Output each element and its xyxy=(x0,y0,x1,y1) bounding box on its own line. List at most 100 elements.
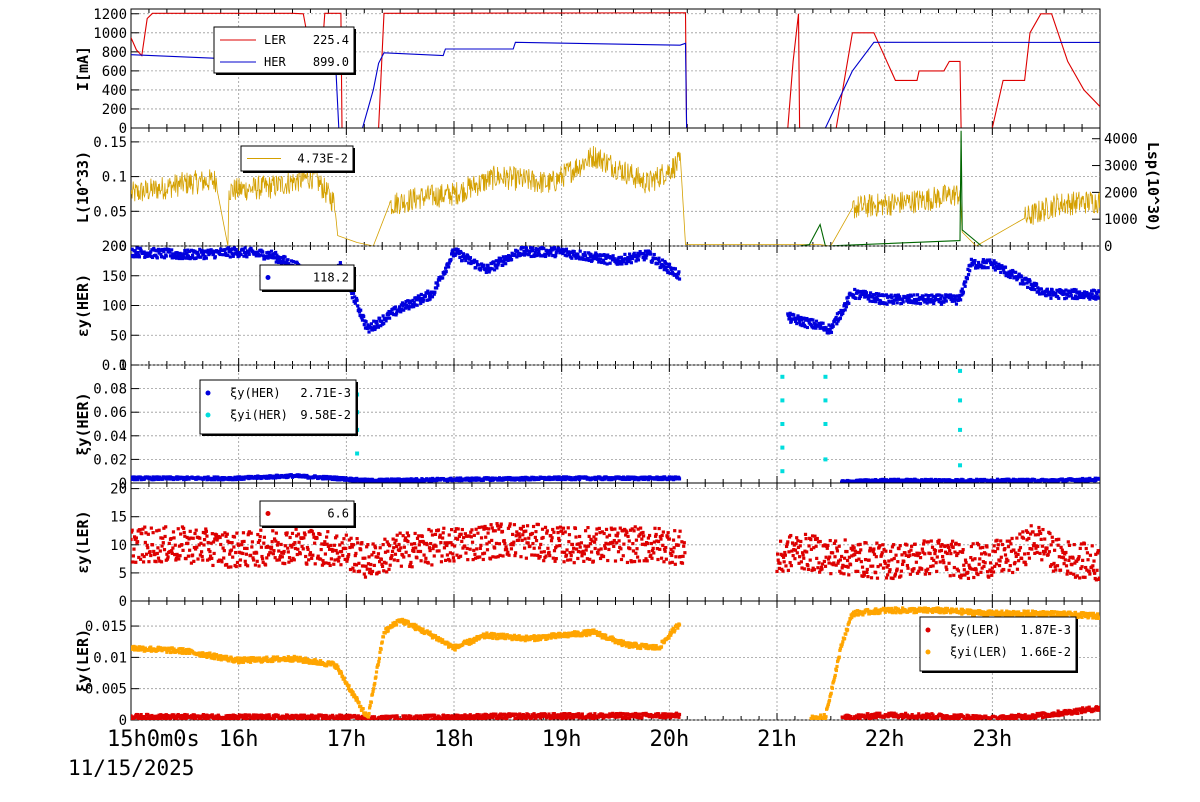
data-point xyxy=(1038,552,1041,555)
data-point xyxy=(382,314,385,317)
data-point xyxy=(598,527,601,530)
data-point xyxy=(531,532,534,535)
data-point xyxy=(989,561,992,564)
data-point xyxy=(493,546,496,549)
data-point xyxy=(236,561,239,564)
data-point xyxy=(524,537,527,540)
data-point xyxy=(437,549,440,552)
data-point xyxy=(1034,533,1037,536)
data-point xyxy=(430,529,433,532)
data-point xyxy=(457,527,460,530)
data-point xyxy=(171,546,174,549)
data-point xyxy=(820,567,823,570)
data-point xyxy=(987,266,990,269)
data-point xyxy=(958,398,962,402)
data-point xyxy=(407,534,410,537)
y-tick-label: 0.1 xyxy=(102,170,127,186)
data-point xyxy=(363,572,366,575)
legend: 4.73E-2 xyxy=(241,146,355,173)
data-point xyxy=(380,558,383,561)
data-point xyxy=(228,553,231,556)
data-point xyxy=(390,554,393,557)
data-point xyxy=(562,527,565,530)
data-point xyxy=(338,556,341,559)
data-point xyxy=(984,266,987,269)
data-point xyxy=(616,534,619,537)
data-point xyxy=(388,544,391,547)
data-point xyxy=(472,549,475,552)
data-point xyxy=(572,547,575,550)
data-point xyxy=(616,532,619,535)
data-point xyxy=(458,256,461,259)
data-point xyxy=(145,553,148,556)
data-point xyxy=(245,553,248,556)
data-point xyxy=(902,300,905,303)
data-point xyxy=(879,563,882,566)
data-point xyxy=(219,253,222,256)
data-point xyxy=(998,564,1001,567)
data-point xyxy=(799,544,802,547)
data-point xyxy=(441,536,444,539)
data-point xyxy=(567,540,570,543)
data-point xyxy=(1003,547,1006,550)
data-point xyxy=(650,557,653,560)
data-point xyxy=(978,557,981,560)
data-point xyxy=(501,264,504,267)
data-point xyxy=(552,531,555,534)
data-point xyxy=(366,543,369,546)
data-point xyxy=(242,540,245,543)
data-point xyxy=(809,558,812,561)
data-point xyxy=(1026,286,1029,289)
data-point xyxy=(376,556,379,559)
data-point xyxy=(407,305,410,308)
data-point xyxy=(250,532,253,535)
data-point xyxy=(511,533,514,536)
data-point xyxy=(270,250,273,253)
data-point xyxy=(257,564,260,567)
data-point xyxy=(1006,559,1009,562)
data-point xyxy=(363,557,366,560)
data-point xyxy=(506,551,509,554)
data-point xyxy=(527,541,530,544)
data-point xyxy=(281,555,284,558)
data-point xyxy=(606,559,609,562)
data-point xyxy=(815,545,818,548)
data-point xyxy=(554,254,557,257)
data-point xyxy=(896,568,899,571)
data-point xyxy=(646,559,649,562)
data-point xyxy=(874,571,877,574)
data-point xyxy=(430,563,433,566)
data-point xyxy=(242,531,245,534)
data-point xyxy=(640,537,643,540)
data-point xyxy=(1097,297,1100,300)
data-point xyxy=(391,550,394,553)
data-point xyxy=(965,561,968,564)
data-point xyxy=(910,545,913,548)
data-point xyxy=(973,259,976,262)
data-point xyxy=(237,544,240,547)
data-point xyxy=(1041,545,1044,548)
data-point xyxy=(533,547,536,550)
data-point xyxy=(603,532,606,535)
legend-label: HER xyxy=(264,55,286,69)
data-point xyxy=(201,555,204,558)
data-point xyxy=(478,526,481,529)
data-point xyxy=(678,277,681,280)
legend-swatch xyxy=(206,413,211,418)
data-point xyxy=(340,550,343,553)
data-point xyxy=(780,375,784,379)
data-point xyxy=(937,542,940,545)
data-point xyxy=(889,550,892,553)
data-point xyxy=(999,539,1002,542)
data-point xyxy=(362,315,365,318)
data-point xyxy=(604,547,607,550)
legend-label: LER xyxy=(264,33,286,47)
data-point xyxy=(522,525,525,528)
data-point xyxy=(1030,524,1033,527)
data-point xyxy=(473,553,476,556)
data-point xyxy=(433,554,436,557)
legend-value: 118.2 xyxy=(313,271,349,285)
data-point xyxy=(793,557,796,560)
data-point xyxy=(335,534,338,537)
data-point xyxy=(1068,544,1071,547)
